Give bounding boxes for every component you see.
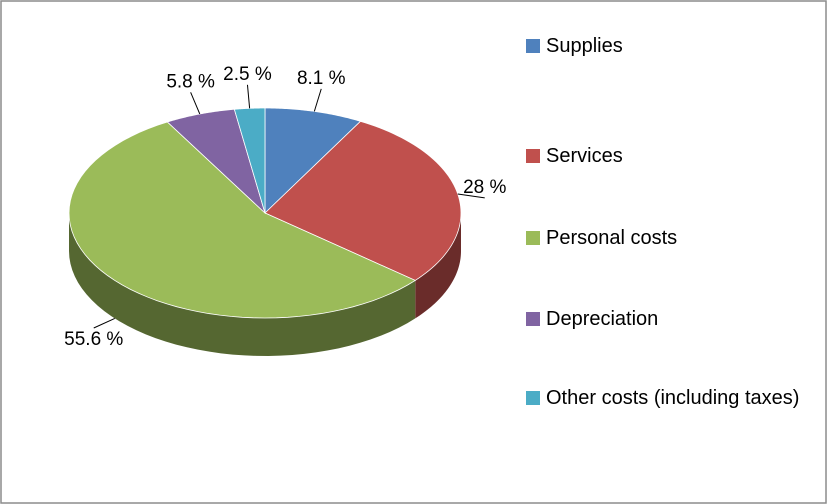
legend-label: Personal costs (546, 227, 678, 249)
legend-swatch (526, 391, 540, 405)
leader-line (190, 92, 201, 115)
legend-label: Depreciation (546, 308, 659, 330)
legend-entry: Personal costs (526, 222, 816, 254)
pie-slice (264, 120, 462, 281)
pie-side (415, 213, 461, 319)
data-label: 2.5 % (223, 64, 272, 85)
legend-label: Supplies (546, 35, 623, 57)
leader-line (313, 88, 322, 112)
pie-side (69, 213, 416, 356)
data-label: 55.6 % (64, 329, 123, 350)
legend-swatch (526, 39, 540, 53)
legend-swatch (526, 231, 540, 245)
pie-slice (68, 121, 417, 319)
legend-entry: Supplies (526, 30, 816, 62)
legend-entry: Other costs (including taxes) (526, 382, 816, 414)
legend-entry: Services (526, 140, 816, 172)
leader-line (457, 193, 485, 199)
leader-line (246, 84, 251, 109)
data-label: 5.8 % (166, 71, 215, 92)
legend-label: Other costs (including taxes) (546, 387, 800, 409)
legend-entry: Depreciation (526, 303, 816, 335)
legend-swatch (526, 149, 540, 163)
legend-label: Services (546, 145, 623, 167)
data-label: 8.1 % (297, 68, 346, 89)
pie-slice (233, 107, 266, 214)
legend-swatch (526, 312, 540, 326)
data-label: 28 % (463, 177, 506, 198)
leader-line (93, 317, 115, 329)
